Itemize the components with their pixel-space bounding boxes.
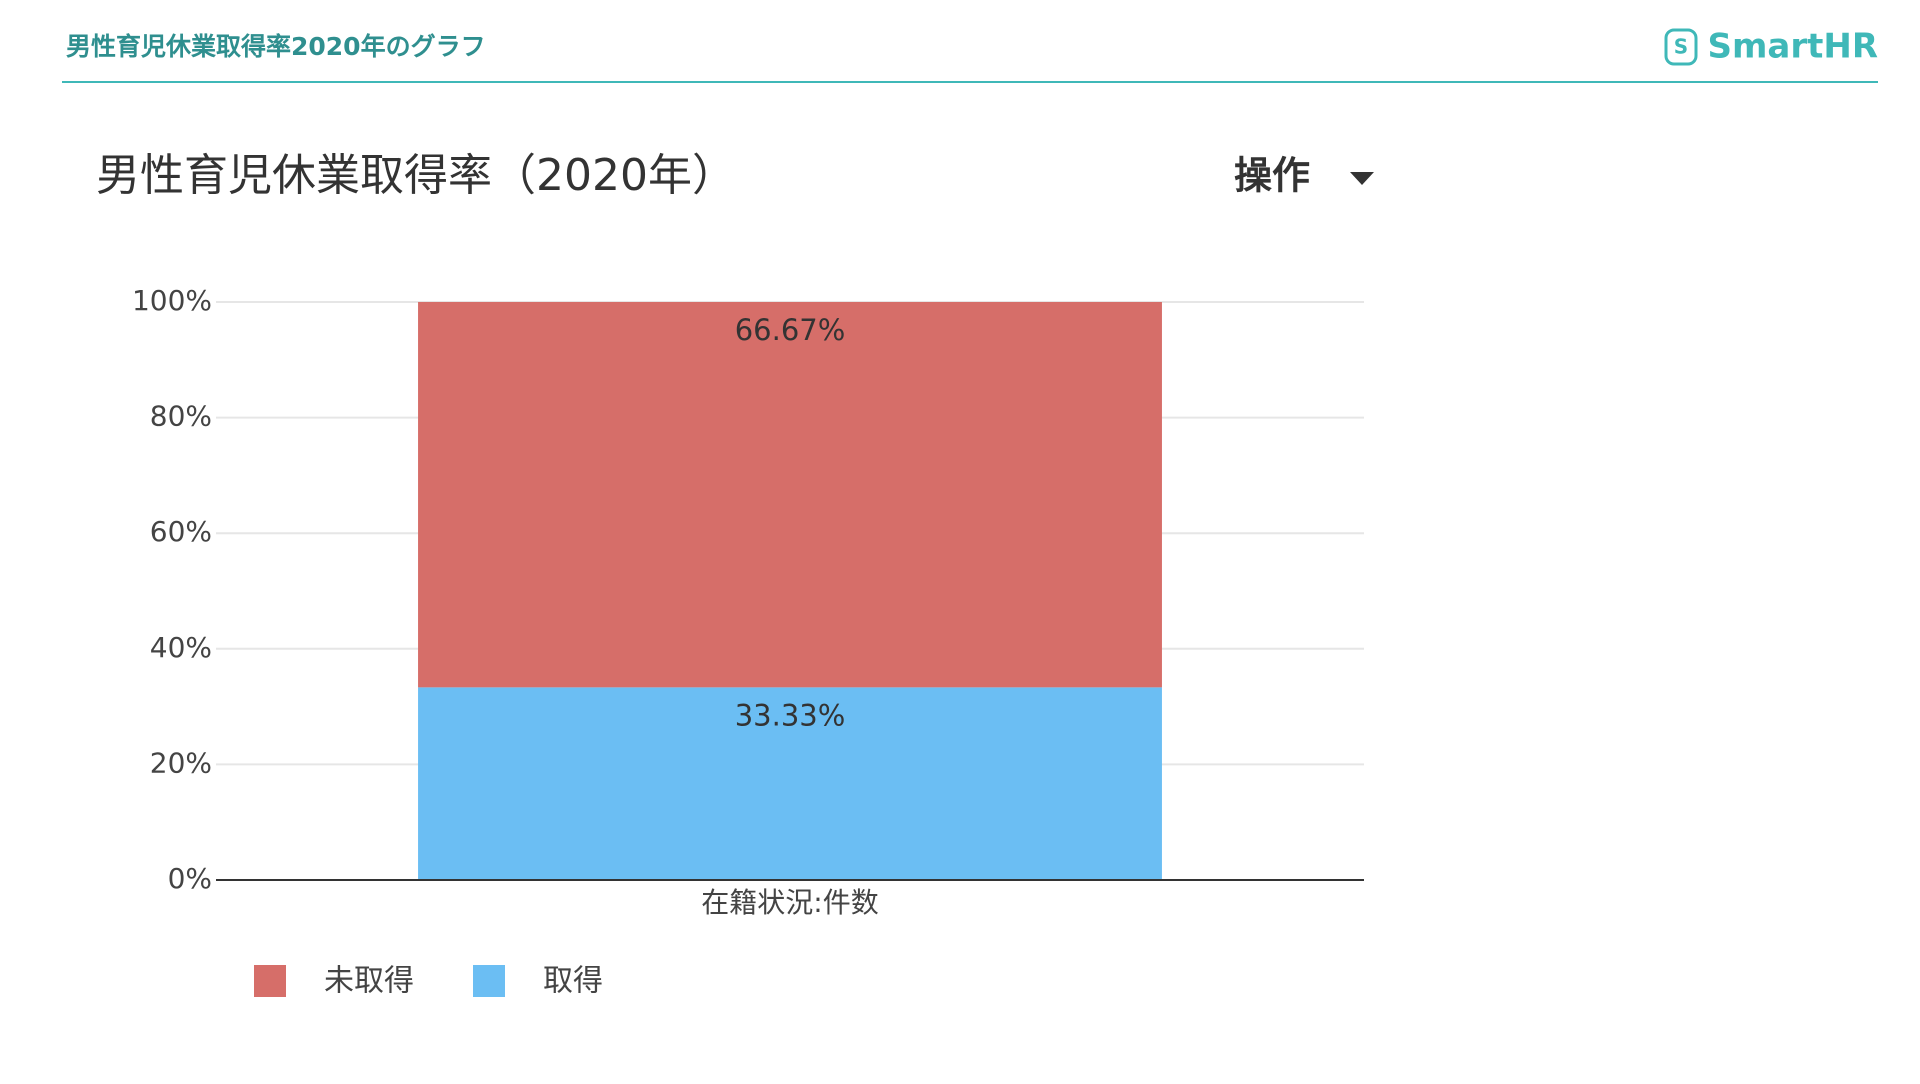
header-title: 男性育児休業取得率2020年のグラフ [66,32,486,61]
y-tick-label: 60% [150,515,212,548]
y-tick-label: 40% [150,631,212,664]
menu-caret[interactable] [1350,172,1374,185]
y-tick-label: 20% [150,746,212,779]
x-tick-label: 在籍状況:件数 [701,886,878,919]
legend-swatch [254,965,286,997]
value-label: 33.33% [735,698,846,732]
logo: SmartHR [1707,27,1878,67]
value-label: 66.67% [735,313,846,347]
legend-label: 未取得 [324,964,414,999]
legend-label: 取得 [543,964,603,999]
chart-title: 男性育児休業取得率（2020年） [96,150,736,201]
y-tick-label: 80% [150,400,212,433]
legend-swatch [473,965,505,997]
bar-segment [418,687,1162,880]
y-tick-label: 100% [132,284,212,317]
logo-icon [1664,28,1698,66]
bar-segment [418,302,1162,688]
y-tick-label: 0% [168,862,212,895]
logo-icon-letter: S [1674,35,1688,59]
menu-button[interactable]: 操作 [1234,154,1310,198]
